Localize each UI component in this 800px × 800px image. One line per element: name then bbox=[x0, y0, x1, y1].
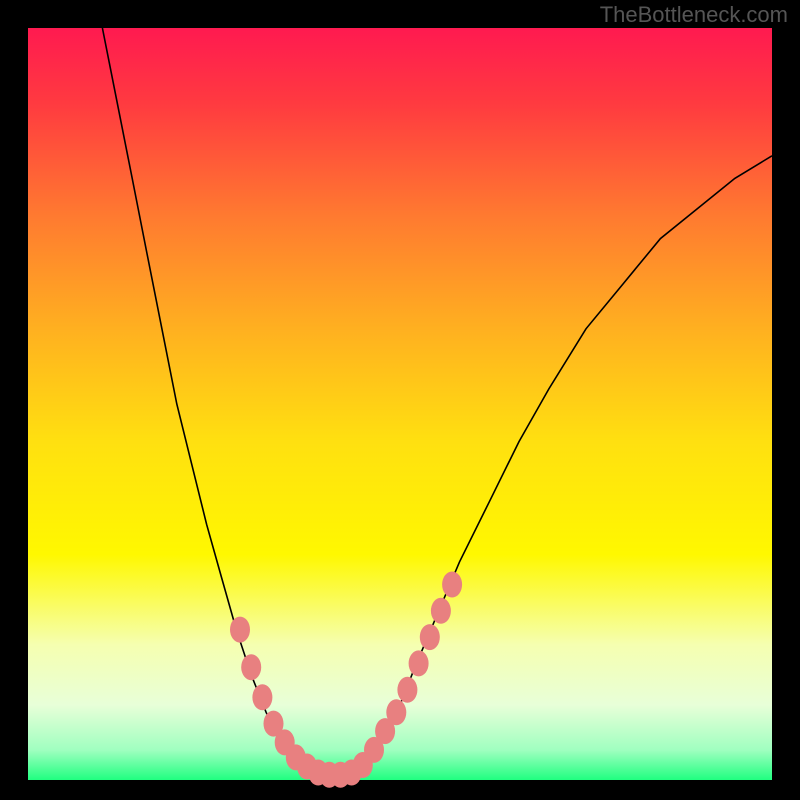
marker-right-4 bbox=[397, 677, 417, 703]
bottleneck-curve bbox=[102, 28, 772, 776]
marker-right-8 bbox=[442, 572, 462, 598]
marker-left-2 bbox=[252, 684, 272, 710]
chart-overlay bbox=[0, 0, 800, 800]
marker-right-3 bbox=[386, 699, 406, 725]
chart-container: TheBottleneck.com bbox=[0, 0, 800, 800]
marker-right-7 bbox=[431, 598, 451, 624]
watermark-text: TheBottleneck.com bbox=[600, 2, 788, 28]
marker-left-0 bbox=[230, 617, 250, 643]
marker-left-1 bbox=[241, 654, 261, 680]
marker-right-5 bbox=[409, 650, 429, 676]
marker-right-6 bbox=[420, 624, 440, 650]
